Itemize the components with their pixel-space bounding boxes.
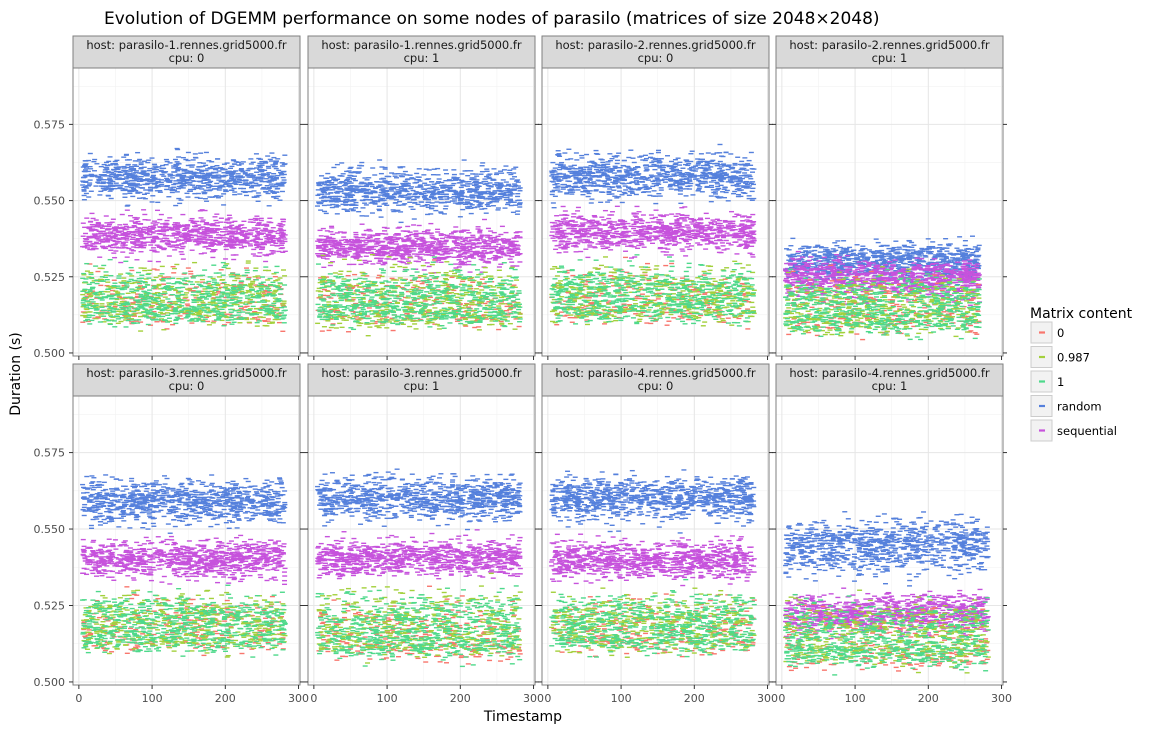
facet-panel: host: parasilo-1.rennes.grid5000.frcpu: … [34, 35, 304, 360]
facet-host-label: host: parasilo-1.rennes.grid5000.fr [86, 38, 287, 52]
y-tick-label: 0.525 [34, 271, 66, 284]
facet-strip [72, 35, 301, 69]
data-points [315, 159, 523, 337]
facet-cpu-label: cpu: 1 [404, 51, 440, 65]
y-tick-label: 0.575 [34, 118, 66, 131]
facet-panel: host: parasilo-1.rennes.grid5000.frcpu: … [304, 35, 539, 360]
gridlines [73, 68, 300, 356]
data-points [80, 147, 288, 333]
y-tick-label: 0.550 [34, 195, 66, 208]
chart-title: Evolution of DGEMM performance on some n… [104, 9, 880, 29]
y-tick-label: 0.500 [34, 347, 66, 360]
facet-panels: host: parasilo-1.rennes.grid5000.frcpu: … [34, 35, 1012, 705]
facet-host-label: host: parasilo-1.rennes.grid5000.fr [321, 38, 522, 52]
facet-cpu-label: cpu: 0 [169, 51, 205, 65]
panel-border [72, 67, 301, 357]
facet-strip [307, 35, 536, 69]
